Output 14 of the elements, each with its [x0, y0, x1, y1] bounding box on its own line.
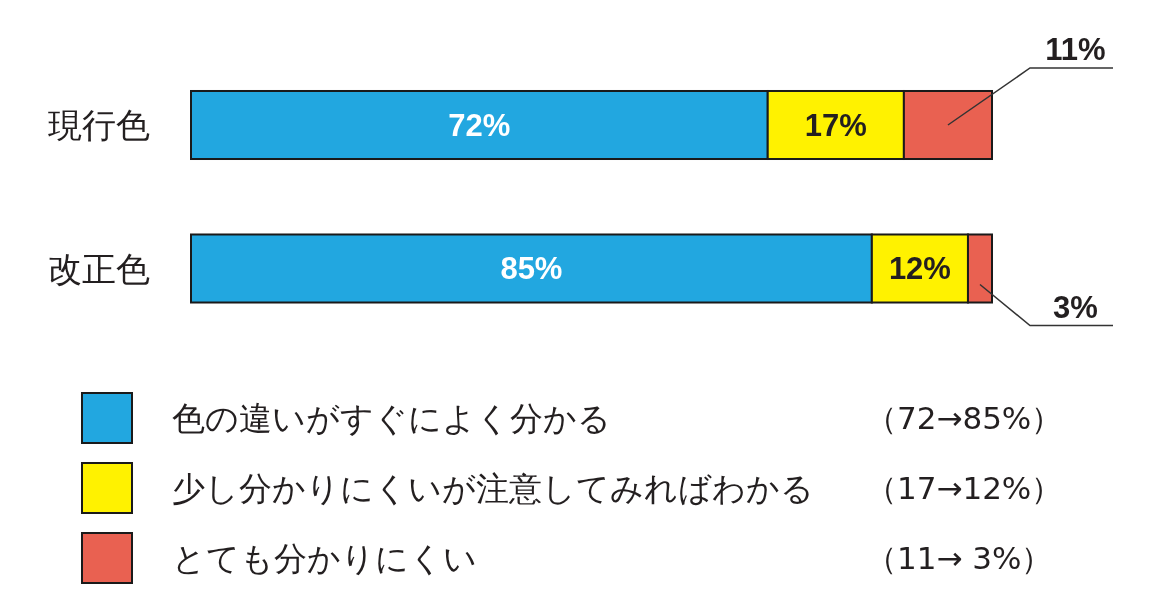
data-label: 11% — [1045, 31, 1106, 67]
data-label: 72% — [448, 107, 511, 143]
data-label: 12% — [888, 251, 951, 286]
text: （72→85%） — [866, 400, 1063, 436]
legend-label: 少し分かりにくいが注意してみればわかる — [172, 468, 814, 508]
y-tick-label: 改正色 — [48, 248, 150, 289]
legend-label: 色の違いがすぐによく分かる — [172, 398, 611, 438]
legend-label: とても分かりにくい — [172, 538, 477, 578]
data-label: 17% — [804, 107, 867, 143]
data-label: 3% — [1053, 289, 1098, 325]
text: （11→ 3%） — [866, 540, 1053, 576]
data-label: 85% — [500, 251, 563, 286]
y-tick-label: 現行色 — [48, 105, 150, 145]
text: （17→12%） — [866, 470, 1063, 506]
